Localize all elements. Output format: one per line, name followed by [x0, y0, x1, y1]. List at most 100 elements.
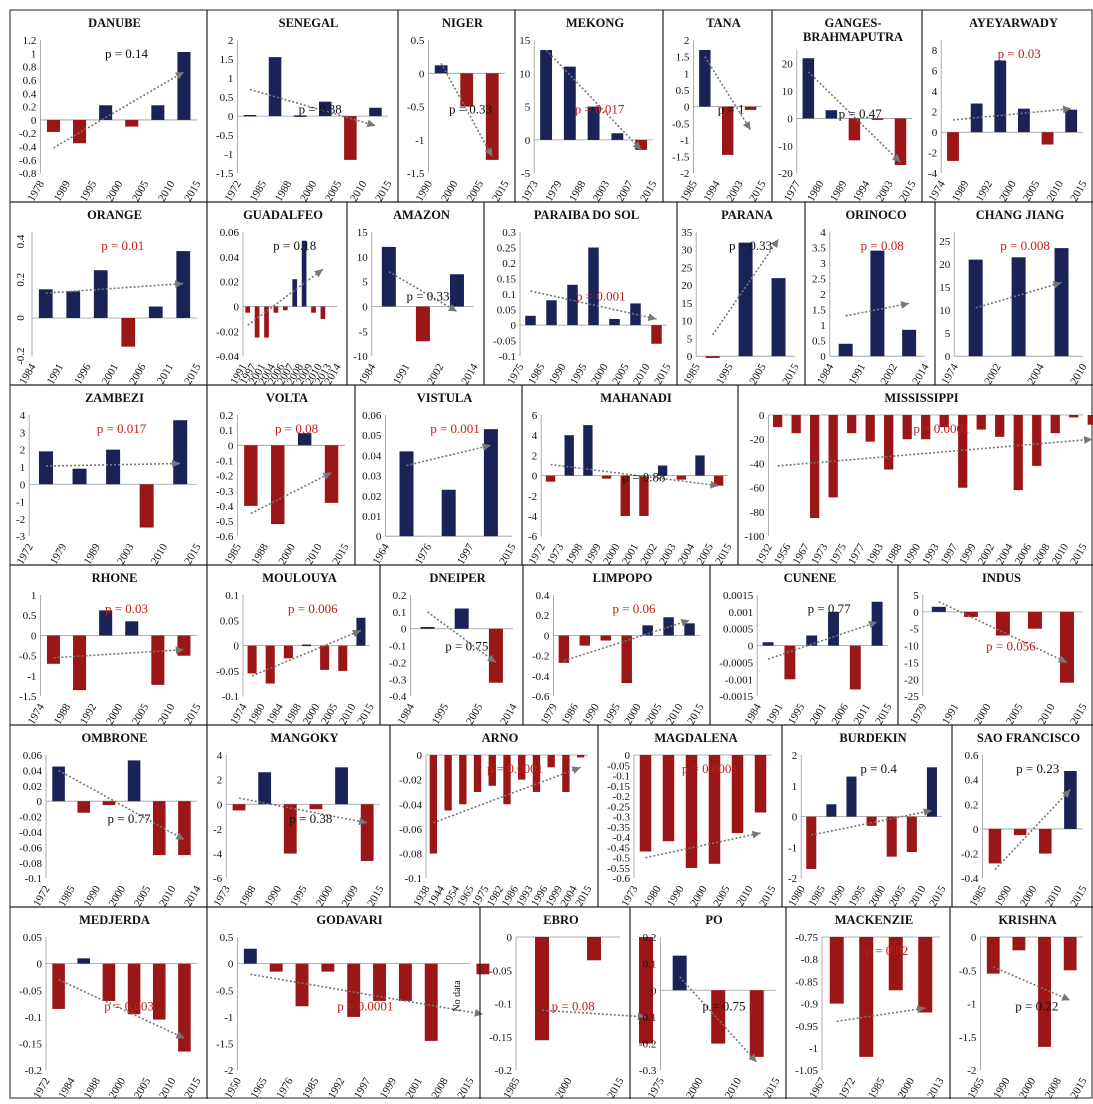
bar	[995, 611, 1010, 636]
trend-arrowhead	[175, 646, 184, 655]
x-tick-label: 1990	[993, 883, 1015, 908]
x-tick-label: 2000	[622, 701, 644, 726]
bar	[771, 278, 786, 357]
bar	[826, 804, 837, 817]
y-tick-label: -0.6	[216, 531, 234, 543]
x-tick-label: 2005	[130, 178, 152, 203]
p-value-label: p = 0.056	[986, 639, 1036, 654]
y-tick-label: -0.2	[216, 471, 233, 483]
bar	[473, 755, 482, 792]
x-tick-label: 1988	[283, 701, 305, 726]
x-tick-label: 2000	[314, 883, 336, 908]
y-tick-label: 20	[681, 280, 693, 292]
x-tick-label: 1988	[567, 178, 589, 203]
bar	[663, 617, 674, 636]
y-tick-label: -0.2	[532, 651, 549, 663]
bar	[293, 115, 307, 117]
bar	[902, 415, 912, 440]
y-tick-label: 25	[681, 262, 693, 274]
x-tick-label: 2002	[425, 362, 446, 387]
x-tick-label: 2005	[610, 361, 632, 386]
x-tick-label: 2005	[643, 701, 665, 726]
y-tick-label: -6	[528, 531, 538, 543]
bar	[859, 937, 874, 1057]
x-tick-label: 2010	[631, 361, 653, 386]
y-tick-label: -0.02	[399, 775, 422, 787]
y-tick-label: 0.2	[643, 932, 657, 944]
x-tick-label: 2009	[340, 883, 362, 908]
bar	[1050, 415, 1060, 434]
y-tick-label: 0.04	[23, 765, 43, 777]
y-tick-label: 0	[37, 796, 43, 808]
x-tick-label: 2010	[1068, 361, 1090, 386]
y-tick-label: 1	[31, 590, 37, 602]
y-tick-label: -1	[224, 1012, 233, 1024]
y-tick-label: 0	[544, 630, 550, 642]
x-tick-label: 2005	[132, 1075, 154, 1099]
y-tick-label: -0.4	[389, 691, 407, 703]
bar	[269, 963, 283, 972]
x-tick-label: 2004	[676, 541, 698, 566]
bar	[871, 601, 883, 646]
x-tick-label: 1974	[939, 361, 961, 386]
y-tick-label: 2.5	[812, 274, 826, 286]
y-tick-label: 2	[932, 107, 938, 119]
trend-line	[58, 978, 185, 1039]
x-tick-label: 2015	[182, 361, 204, 386]
x-tick-label: 1976	[413, 541, 435, 566]
bar	[906, 816, 917, 853]
x-tick-label: 1965	[966, 1075, 988, 1099]
bar	[847, 415, 857, 434]
bar	[247, 645, 257, 674]
no-data-note: No data	[452, 980, 463, 1012]
y-tick-label: -1.5	[19, 691, 37, 703]
y-tick-label: -0.5	[407, 102, 425, 114]
p-value-label: p = 0.06	[612, 601, 656, 616]
x-tick-label: 1991	[764, 702, 785, 727]
chart-panel-burdekin: BURDEKIN210-1-21980198519901995200020052…	[786, 731, 948, 909]
bar	[424, 963, 438, 1041]
p-value-label: p = 0.75	[702, 998, 745, 1013]
bar	[848, 118, 861, 141]
bar	[784, 645, 796, 680]
bar	[828, 415, 838, 498]
y-tick-label: 0.4	[965, 775, 979, 787]
x-tick-label: 2010	[156, 701, 178, 726]
x-tick-label: 2015	[182, 541, 204, 566]
y-tick-label: 1	[820, 320, 826, 332]
y-tick-label: 0	[20, 479, 26, 491]
bar	[244, 445, 258, 506]
bar	[721, 106, 734, 155]
trend-line	[250, 471, 332, 515]
y-tick-label: 0.2	[965, 799, 979, 811]
bar	[399, 451, 414, 537]
trend-line	[767, 621, 878, 660]
trend-arrowhead	[482, 443, 491, 451]
y-tick-label: 0.2	[220, 410, 234, 422]
x-tick-label: 2010	[348, 178, 370, 203]
x-tick-label: 1995	[568, 361, 590, 386]
p-value-label: p = 0.88	[622, 470, 665, 485]
bar	[926, 767, 937, 817]
trend-arrowhead	[710, 480, 719, 489]
trend-line	[807, 71, 902, 163]
y-tick-label: -0.6	[19, 155, 37, 167]
y-tick-label: 0.06	[220, 227, 240, 239]
bar	[381, 246, 396, 307]
x-tick-label: 2005	[319, 701, 341, 726]
x-tick-label: 1979	[539, 701, 561, 726]
y-tick-label: 10	[939, 305, 951, 317]
y-tick-label: 0	[228, 959, 234, 971]
chart-title: ZAMBEZI	[85, 391, 144, 405]
y-tick-label: -0.1	[25, 1012, 42, 1024]
trend-line	[249, 88, 376, 127]
bar	[121, 317, 136, 347]
x-tick-label: 2006	[127, 361, 149, 386]
bar	[283, 804, 297, 854]
y-tick-label: -0.05	[489, 965, 512, 977]
y-tick-label: -0.6	[532, 691, 550, 703]
bar	[454, 608, 469, 629]
